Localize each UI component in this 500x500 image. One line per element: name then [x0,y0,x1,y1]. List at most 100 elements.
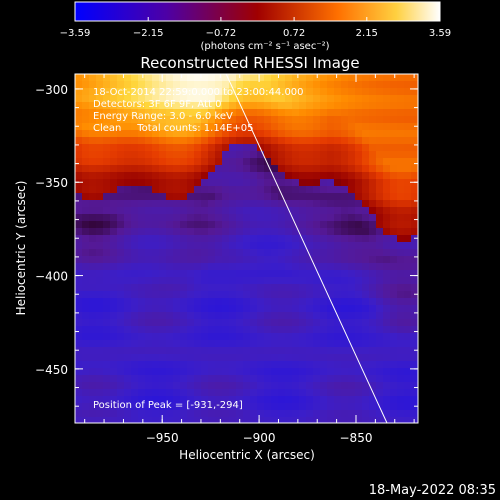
heatmap-cell [131,277,139,285]
heatmap-cell [229,305,237,313]
heatmap-cell [404,228,412,236]
heatmap-cell [362,284,370,292]
heatmap-cell [187,137,195,145]
heatmap-cell [131,95,139,103]
heatmap-cell [292,312,300,320]
heatmap-cell [292,172,300,180]
heatmap-cell [355,263,363,271]
heatmap-cell [404,200,412,208]
heatmap-cell [362,88,370,96]
heatmap-cell [306,186,314,194]
heatmap-cell [110,326,118,334]
heatmap-cell [271,312,279,320]
heatmap-cell [173,102,181,110]
heatmap-cell [152,172,160,180]
heatmap-cell [166,123,174,131]
heatmap-cell [208,207,216,215]
heatmap-cell [250,354,258,362]
heatmap-cell [355,326,363,334]
heatmap-cell [152,312,160,320]
heatmap-cell [257,144,265,152]
heatmap-cell [152,242,160,250]
heatmap-cell [292,95,300,103]
heatmap-cell [306,109,314,117]
heatmap-cell [327,347,335,355]
heatmap-cell [131,284,139,292]
colorbar-ticks: −3.59 −2.15 −0.72 0.72 2.15 3.59 [60,17,451,39]
heatmap-cell [145,95,153,103]
heatmap-cell [362,221,370,229]
heatmap-cell [348,354,356,362]
heatmap-cell [236,396,244,404]
heatmap-cell [89,333,97,341]
heatmap-cell [124,165,132,173]
heatmap-cell [320,284,328,292]
heatmap-cell [152,228,160,236]
heatmap-cell [257,249,265,257]
heatmap-cell [166,375,174,383]
heatmap-cell [173,298,181,306]
heatmap-cell [96,95,104,103]
heatmap-cell [180,158,188,166]
heatmap-cell [278,277,286,285]
heatmap-cell [299,249,307,257]
heatmap-cell [103,123,111,131]
heatmap-cell [96,270,104,278]
heatmap-cell [285,123,293,131]
heatmap-cell [348,172,356,180]
heatmap-cell [362,123,370,131]
heatmap-cell [152,319,160,327]
heatmap-cell [334,284,342,292]
heatmap-cell [257,417,265,423]
heatmap-cell [159,277,167,285]
heatmap-cell [201,382,209,390]
heatmap-cell [320,144,328,152]
heatmap-cell [404,186,412,194]
heatmap-cell [75,221,83,229]
heatmap-cell [411,396,418,404]
heatmap-cell [110,277,118,285]
heatmap-cell [159,361,167,369]
heatmap-cell [89,109,97,117]
heatmap-cell [278,263,286,271]
heatmap-cell [341,214,349,222]
heatmap-cell [299,354,307,362]
annotation-peak-position: Position of Peak = [-931,-294] [93,400,243,411]
heatmap-cell [145,116,153,124]
heatmap-cell [229,347,237,355]
heatmap-cell [348,326,356,334]
heatmap-cell [110,347,118,355]
heatmap-cell [285,228,293,236]
heatmap-cell [229,242,237,250]
heatmap-cell [320,382,328,390]
heatmap-cell [145,186,153,194]
heatmap-cell [145,249,153,257]
heatmap-cell [257,256,265,264]
heatmap-cell [320,207,328,215]
heatmap-cell [110,417,118,423]
heatmap-cell [411,263,418,271]
heatmap-cell [390,291,398,299]
heatmap-cell [110,137,118,145]
heatmap-cell [173,396,181,404]
heatmap-cell [243,137,251,145]
heatmap-cell [166,368,174,376]
heatmap-cell [404,291,412,299]
heatmap-cell [327,81,335,89]
heatmap-cell [355,403,363,411]
heatmap-cell [383,74,391,82]
heatmap-cell [208,130,216,138]
heatmap-cell [96,116,104,124]
heatmap-cell [194,172,202,180]
heatmap-cell [285,172,293,180]
axes: −950 −900 −850−300−350−400−450 [35,74,418,445]
heatmap-cell [299,123,307,131]
heatmap-cell [152,277,160,285]
heatmap-cell [306,256,314,264]
heatmap-cell [243,305,251,313]
heatmap-cell [180,151,188,159]
heatmap-cell [124,347,132,355]
heatmap-cell [271,291,279,299]
heatmap-cell [89,340,97,348]
heatmap-cell [376,137,384,145]
